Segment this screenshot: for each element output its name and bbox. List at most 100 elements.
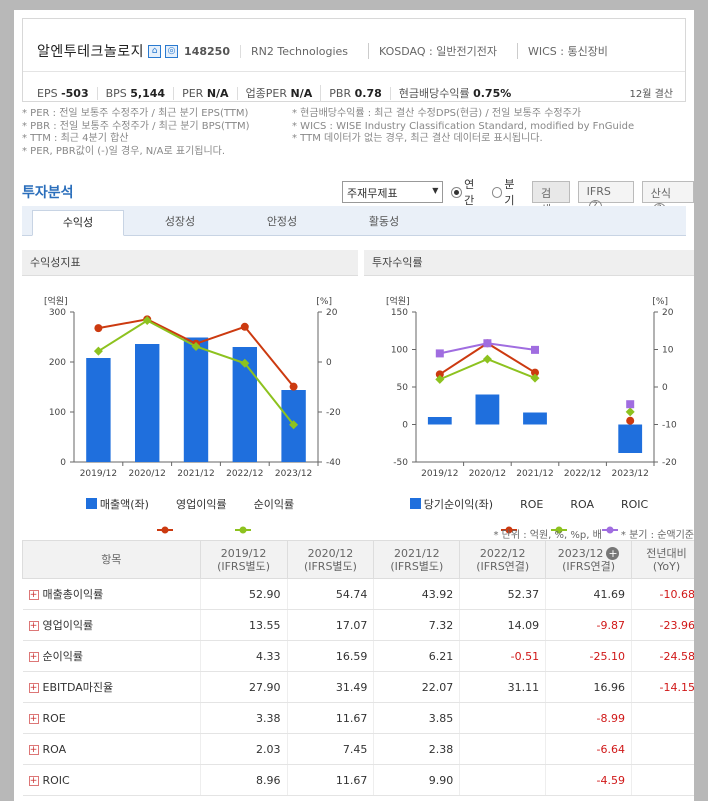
ifrs-button[interactable]: IFRS? xyxy=(577,181,634,213)
radio-annual[interactable]: 연간 xyxy=(451,176,483,208)
legend-marker xyxy=(551,499,568,534)
table-cell xyxy=(459,702,547,734)
row-label[interactable]: + ROA xyxy=(22,733,201,765)
table-cell: -25.10 xyxy=(545,640,633,672)
add-column-icon[interactable]: + xyxy=(606,546,620,560)
table-cell: -9.87 xyxy=(545,609,633,641)
expand-icon[interactable]: + xyxy=(28,621,39,631)
stat-industry-per: 업종PER N/A xyxy=(246,85,322,101)
table-cell: 16.96 xyxy=(545,671,633,703)
y-tick-label: -50 xyxy=(393,458,408,468)
row-label[interactable]: + 순이익률 xyxy=(22,640,201,672)
search-button[interactable]: 검색 xyxy=(531,181,570,216)
unit-note-row: * 단위 : 억원, %, %p, 배 * 분기 : 순액기준 xyxy=(22,526,694,541)
legend-item[interactable]: 매출액(좌) xyxy=(85,496,149,512)
point xyxy=(626,416,635,425)
tab-activity[interactable]: 활동성 xyxy=(368,215,400,228)
yoy-cell: -24.58 xyxy=(631,640,694,672)
legend-label: 매출액(좌) xyxy=(99,497,149,511)
bar xyxy=(183,337,209,462)
x-tick-label: 2022/12 xyxy=(564,469,601,479)
company-info-icon[interactable]: ◎ xyxy=(165,44,179,58)
chart-legend: 매출액(좌) 영업이익률 순이익률 xyxy=(22,496,358,534)
expand-icon[interactable]: + xyxy=(28,713,39,724)
row-label[interactable]: + ROE xyxy=(22,702,201,734)
x-tick-label: 2019/12 xyxy=(421,469,458,479)
table-cell: 43.92 xyxy=(373,578,461,610)
expand-icon[interactable]: + xyxy=(28,652,39,662)
table-cell: -0.51 xyxy=(459,640,547,672)
legend-label: 영업이익률 xyxy=(175,498,227,511)
expand-icon[interactable]: + xyxy=(28,590,39,600)
note-line: * WICS : WISE Industry Classification St… xyxy=(292,120,635,132)
row-label[interactable]: + 영업이익률 xyxy=(22,609,201,641)
table-cell: 3.38 xyxy=(200,702,288,734)
legend-item[interactable]: 영업이익률 xyxy=(156,496,227,534)
tab-profitability[interactable]: 수익성 xyxy=(32,210,124,236)
chart-panel-profitability: 수익성지표 [억원] [%] 300 200 100 0 20 0 -20 -40 2019/12 2… xyxy=(22,250,358,534)
y-axis-label-left: [억원] xyxy=(44,295,68,307)
expand-icon[interactable]: + xyxy=(28,744,39,755)
yoy-cell: -23.96 xyxy=(631,609,694,641)
statement-select[interactable]: 주재무제표 xyxy=(342,181,444,203)
tab-growth[interactable]: 성장성 xyxy=(164,215,196,228)
y-tick-label: 0 xyxy=(402,421,408,431)
bar xyxy=(475,394,500,425)
point xyxy=(435,374,445,384)
y-axis-label-right: [%] xyxy=(316,297,332,307)
point xyxy=(240,322,249,331)
table-row: + 영업이익률 13.55 17.07 7.32 14.09 -9.87 -23.96 xyxy=(22,609,694,641)
header-yoy: 전년대비 (YoY) xyxy=(631,540,694,579)
table-row: + 매출총이익률 52.90 54.74 43.92 52.37 41.69 -10.68 xyxy=(22,578,694,610)
legend-item[interactable]: ROIC xyxy=(601,497,649,534)
header-col-2019: 2019/12 (IFRS별도) xyxy=(199,540,288,579)
table-row: + ROIC 8.96 11.67 9.90 -4.59 xyxy=(22,764,694,796)
row-label[interactable]: + ROIC xyxy=(22,764,201,796)
tab-stability[interactable]: 안정성 xyxy=(266,215,298,228)
y-tick-label: -20 xyxy=(662,458,677,468)
bar xyxy=(427,417,452,425)
legend-item[interactable]: ROE xyxy=(501,497,544,534)
radio-quarter[interactable]: 분기 xyxy=(491,176,524,208)
y-tick-label: -10 xyxy=(662,421,677,431)
point xyxy=(435,349,444,358)
bar xyxy=(523,412,547,425)
formula-button[interactable]: 산식? xyxy=(641,181,694,216)
table-header-row: 항목 2019/12 (IFRS별도) 2020/12 (IFRS별도) 2021/… xyxy=(22,540,694,579)
legend-marker xyxy=(601,499,618,534)
table-cell: 2.38 xyxy=(373,733,461,765)
table-cell: 8.96 xyxy=(200,764,288,796)
header-col-2021: 2021/12 (IFRS별도) xyxy=(373,540,461,579)
table-cell: -4.59 xyxy=(545,764,633,796)
row-label[interactable]: + EBITDA마진율 xyxy=(22,671,201,703)
legend-item[interactable]: 순이익률 xyxy=(234,496,294,534)
notes-left: * PER : 전일 보통주 수정주가 / 최근 분기 EPS(TTM) * P… xyxy=(22,108,250,158)
stat-dividend-yield: 현금배당수익률 0.75% xyxy=(398,87,512,100)
legend-item[interactable]: ROA xyxy=(551,498,594,534)
home-icon[interactable]: ⌂ xyxy=(148,44,162,58)
point xyxy=(626,400,635,409)
legend-item[interactable]: 당기순이익(좌) xyxy=(409,496,494,512)
x-tick-label: 2022/12 xyxy=(226,469,263,479)
legend-label: 당기순이익(좌) xyxy=(423,497,494,511)
expand-icon[interactable]: + xyxy=(28,775,39,786)
stats-row: EPS -503 BPS 5,144 PER N/A 업종PER N/A PBR… xyxy=(37,85,527,101)
table-cell: 6.21 xyxy=(373,640,461,672)
expand-icon[interactable]: + xyxy=(28,683,39,693)
point xyxy=(94,324,103,333)
row-label[interactable]: + 매출총이익률 xyxy=(22,578,201,610)
stat-eps: EPS -503 xyxy=(37,86,98,100)
y-tick-label: 50 xyxy=(397,383,409,393)
legend-label: ROE xyxy=(520,497,544,511)
table-cell: -6.64 xyxy=(545,733,633,765)
legend-label: ROIC xyxy=(620,497,649,511)
note-line: * PER, PBR값이 (-)일 경우, N/A로 표기됩니다. xyxy=(22,145,226,157)
y-tick-label: 0 xyxy=(662,383,668,393)
y-axis-label-right: [%] xyxy=(652,297,668,307)
radio-dot-icon xyxy=(451,186,463,198)
company-summary-box: 알엔투테크놀로지 ⌂ ◎ 148250 RN2 Technologies KOS… xyxy=(22,18,686,102)
table-cell: 31.11 xyxy=(459,671,547,703)
legend-marker xyxy=(409,498,421,509)
analysis-tabs: 수익성 성장성 안정성 활동성 xyxy=(22,206,686,236)
